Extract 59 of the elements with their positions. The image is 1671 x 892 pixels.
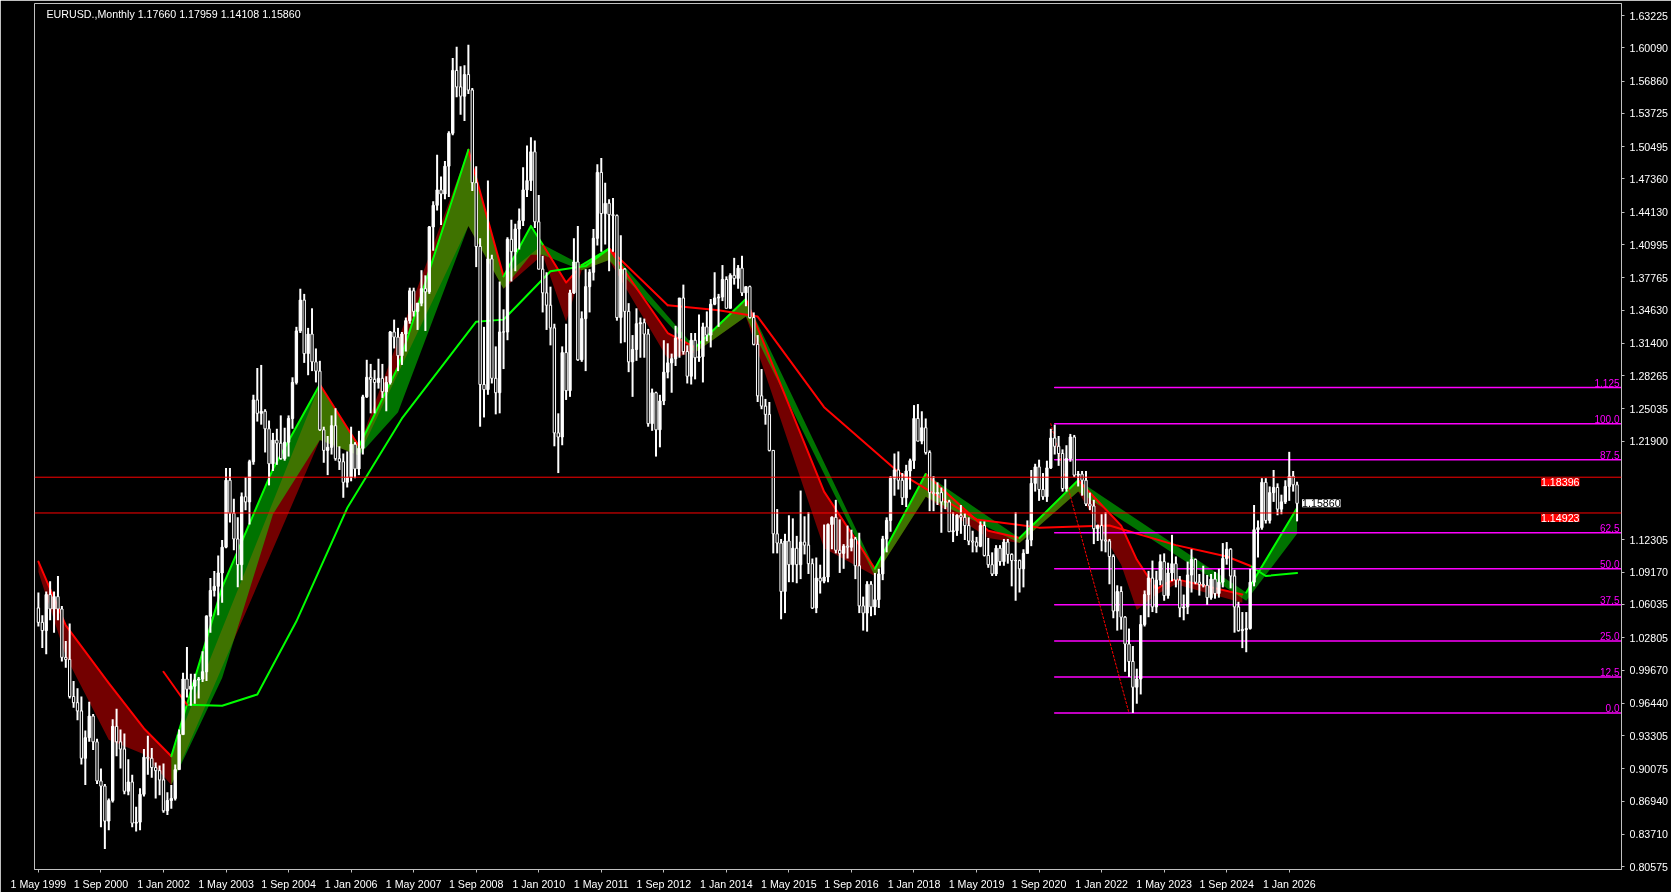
series-label: 50.0	[1600, 558, 1620, 570]
ref-line-label: 1.18396	[1540, 476, 1580, 489]
x-tick-label: 1 May 1999	[10, 877, 67, 890]
y-tick-label: 0.83710	[1629, 828, 1669, 841]
x-tick-label: 1 May 2007	[385, 877, 442, 890]
x-tick-label: 1 Jan 2014	[700, 877, 753, 890]
x-tick-label: 1 May 2011	[573, 877, 629, 890]
x-tick-label: 1 Sep 2004	[261, 877, 316, 890]
x-tick-label: 1 Jan 2026	[1262, 877, 1316, 890]
y-tick-label: 1.06035	[1629, 598, 1669, 611]
x-tick-label: 1 Sep 2012	[636, 877, 692, 890]
y-tick-label: 1.60090	[1629, 41, 1669, 54]
y-tick-label: 1.31400	[1629, 337, 1669, 350]
chart-title: EURUSD.,Monthly 1.17660 1.17959 1.14108 1.15860	[46, 7, 301, 20]
y-tick-label: 1.47360	[1629, 172, 1669, 185]
y-tick-label: 1.09170	[1629, 566, 1669, 579]
x-tick-label: 1 Sep 2008	[448, 877, 504, 890]
x-tick-label: 1 Sep 2020	[1011, 877, 1067, 890]
x-tick-label: 1 Sep 2000	[73, 877, 129, 890]
x-tick-label: 1 May 2015	[761, 877, 817, 890]
y-tick-label: 1.21900	[1629, 435, 1669, 448]
x-tick-label: 1 Jan 2006	[324, 877, 378, 890]
x-tick-label: 1 May 2003	[198, 877, 254, 890]
ref-line-label: 1.14923	[1540, 511, 1580, 524]
x-tick-label: 1 Jan 2018	[887, 877, 941, 890]
series-label: 37.5	[1600, 594, 1620, 606]
series-label: 100.0	[1594, 413, 1620, 425]
y-tick-label: 1.12305	[1629, 533, 1669, 546]
series-label: 1.125	[1594, 377, 1620, 389]
annotation: 1.15860	[1302, 497, 1341, 510]
y-tick-label: 1.34630	[1629, 304, 1669, 317]
y-tick-label: 0.99670	[1629, 664, 1669, 677]
y-tick-label: 1.50495	[1629, 140, 1669, 153]
y-tick-label: 1.56860	[1629, 75, 1669, 88]
x-tick-label: 1 Jan 2022	[1075, 877, 1129, 890]
y-tick-label: 0.86940	[1629, 795, 1669, 808]
y-tick-label: 1.37765	[1629, 271, 1669, 284]
series-label: 87.5	[1600, 449, 1620, 461]
y-tick-label: 0.90075	[1629, 762, 1669, 775]
x-tick-label: 1 May 2023	[1136, 877, 1193, 890]
y-tick-label: 0.80575	[1629, 860, 1669, 873]
y-tick-label: 1.63225	[1629, 9, 1669, 22]
y-tick-label: 1.44130	[1629, 206, 1669, 219]
y-tick-label: 1.40995	[1629, 238, 1669, 251]
y-tick-label: 0.93305	[1629, 729, 1669, 742]
y-tick-label: 1.25035	[1629, 402, 1669, 415]
series-label: 0.0	[1605, 702, 1620, 714]
y-tick-label: 1.28265	[1629, 369, 1669, 382]
series-label: 12.5	[1600, 666, 1620, 678]
series-label: 62.5	[1600, 522, 1620, 534]
y-tick-label: 0.96440	[1629, 697, 1669, 710]
y-tick-label: 1.02805	[1629, 631, 1669, 644]
series-label: 25.0	[1600, 630, 1620, 642]
x-tick-label: 1 May 2019	[948, 877, 1005, 890]
x-tick-label: 1 Sep 2016	[824, 877, 879, 890]
x-tick-label: 1 Jan 2010	[512, 877, 566, 890]
x-tick-label: 1 Jan 2002	[137, 877, 190, 890]
x-tick-label: 1 Sep 2024	[1199, 877, 1255, 890]
y-tick-label: 1.53725	[1629, 107, 1669, 120]
